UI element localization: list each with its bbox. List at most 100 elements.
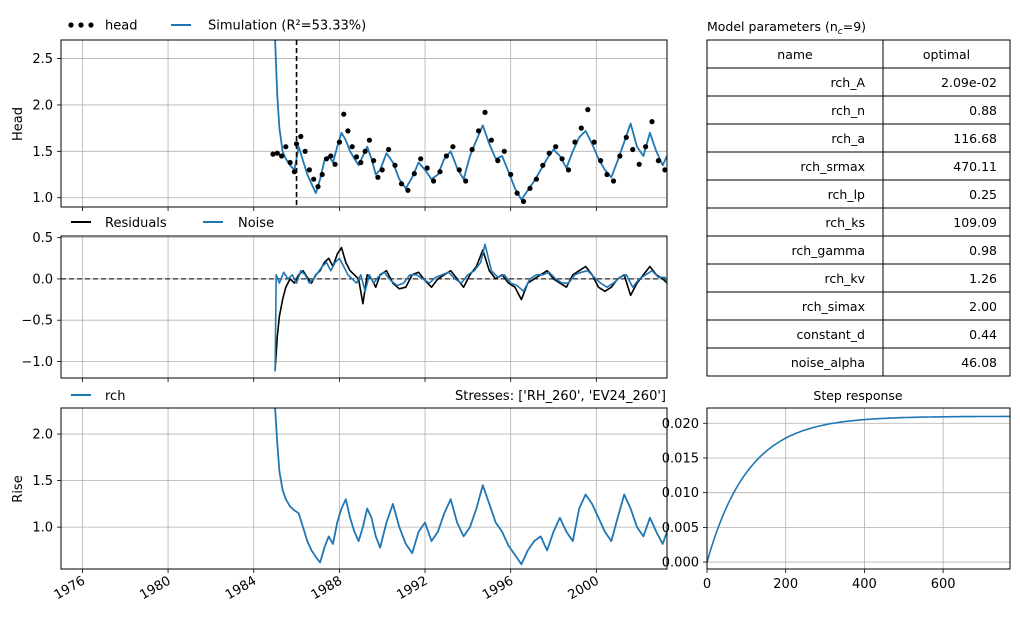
head-observation-point — [450, 144, 456, 150]
head-observation-point — [293, 141, 300, 147]
legend-head-marker — [88, 22, 94, 28]
param-value: 0.88 — [969, 103, 997, 118]
head-observation-point — [553, 144, 559, 150]
param-name: rch_simax — [802, 299, 865, 314]
rch-ytick-label: 2.0 — [32, 428, 53, 443]
head-legend: head Simulation (R²=53.33%) — [68, 19, 366, 34]
head-observation-point — [476, 128, 482, 134]
head-observation-point — [456, 167, 462, 173]
head-observation-point — [617, 153, 623, 159]
residuals-x-ticks — [82, 378, 597, 382]
legend-head-label: head — [105, 19, 137, 34]
head-observation-point — [291, 169, 297, 175]
param-value: 1.26 — [969, 271, 997, 286]
param-name: rch_A — [831, 75, 866, 90]
step-ytick-label: 0.010 — [662, 486, 699, 501]
noise-series — [274, 243, 667, 372]
legend-residuals-label: Residuals — [105, 216, 167, 231]
head-x-ticks — [82, 207, 597, 211]
contribution-axes-frame — [60, 407, 668, 570]
head-observation-series — [270, 107, 667, 204]
head-observation-point — [279, 153, 285, 159]
step-ytick-label: 0.005 — [662, 521, 699, 536]
step-xtick-label: 200 — [773, 577, 798, 592]
head-observation-point — [336, 139, 342, 145]
head-observation-point — [298, 133, 304, 140]
head-observation-point — [311, 176, 317, 182]
head-observation-point — [443, 153, 449, 159]
head-observation-point — [572, 139, 578, 145]
head-observation-point — [398, 181, 405, 187]
head-observation-point — [649, 119, 655, 125]
head-observation-point — [643, 144, 649, 150]
head-ytick-label: 1.5 — [32, 145, 53, 160]
param-name: rch_n — [831, 103, 865, 118]
rch-ytick-label: 1.0 — [32, 521, 53, 536]
param-name: rch_gamma — [791, 243, 865, 258]
head-observation-point — [501, 148, 507, 154]
head-observation-point — [328, 153, 334, 159]
parameters-table: Model parameters (nc=9) name optimal rch_A… — [706, 19, 1011, 377]
param-name: rch_a — [831, 131, 865, 146]
head-observation-point — [270, 151, 276, 157]
head-observation-point — [371, 158, 377, 164]
head-observation-point — [514, 190, 520, 196]
step-ytick-label: 0.015 — [662, 451, 699, 466]
head-observation-point — [469, 146, 475, 153]
head-observation-point — [379, 167, 385, 173]
step-xtick-label: 400 — [852, 577, 877, 592]
step-response-line — [707, 415, 1010, 563]
res-ytick-label: −0.5 — [21, 314, 53, 329]
simulation-line — [274, 40, 667, 201]
head-observation-point — [540, 162, 546, 168]
head-observation-point — [482, 109, 488, 115]
head-observation-point — [488, 137, 494, 143]
head-observation-point — [332, 161, 338, 167]
res-ytick-label: 0.5 — [32, 231, 53, 246]
res-ytick-label: 0.0 — [32, 272, 53, 287]
param-name: rch_srmax — [800, 159, 865, 174]
head-observation-point — [274, 150, 280, 156]
head-observation-point — [533, 176, 540, 182]
param-value: 2.00 — [969, 299, 997, 314]
head-observation-point — [424, 165, 430, 171]
head-observation-point — [437, 169, 443, 175]
head-observation-point — [306, 167, 312, 173]
head-axes-frame — [60, 39, 668, 208]
head-observation-point — [366, 137, 372, 143]
step-xtick-label: 0 — [703, 577, 711, 592]
head-observation-point — [358, 159, 364, 166]
head-observation-point — [386, 146, 392, 153]
head-observation-point — [559, 156, 565, 162]
param-value: 109.09 — [953, 215, 997, 230]
residuals-axes-frame — [60, 235, 668, 379]
head-y-axis-label: Head — [11, 107, 26, 141]
step-response-axes-frame — [706, 407, 1011, 570]
step-response-y-ticks: 0.000 0.005 0.010 0.015 0.020 — [662, 417, 707, 571]
head-observation-point — [375, 174, 381, 180]
head-observation-point — [341, 111, 347, 117]
head-observation-point — [349, 144, 355, 150]
head-panel: 1.0 1.5 2.0 2.5 Head head Simulation (R²=53… — [11, 19, 668, 211]
head-observation-point — [323, 156, 330, 162]
step-response-x-ticks: 0 200 400 600 — [703, 569, 956, 592]
residuals-panel: −1.0 −0.5 0.0 0.5 Residuals Noise — [21, 216, 668, 382]
param-name: rch_kv — [824, 271, 865, 286]
step-response-panel: 0.000 0.005 0.010 0.015 0.020 0 200 400 600 Ste… — [662, 388, 1011, 592]
head-observation-point — [623, 134, 629, 140]
param-name: constant_d — [796, 327, 865, 342]
step-ytick-label: 0.000 — [662, 556, 699, 571]
head-ytick-label: 1.0 — [32, 191, 53, 206]
head-y-ticks: 1.0 1.5 2.0 2.5 — [32, 52, 61, 206]
head-observation-point — [520, 198, 527, 204]
head-observation-point — [591, 139, 597, 145]
param-name: rch_lp — [828, 187, 865, 202]
step-response-title: Step response — [813, 388, 903, 403]
head-observation-point — [353, 154, 360, 160]
head-observation-point — [283, 144, 289, 150]
head-observation-point — [598, 158, 604, 164]
head-observation-point — [630, 146, 636, 153]
step-ytick-label: 0.020 — [662, 417, 699, 432]
step-response-series — [707, 415, 1010, 563]
